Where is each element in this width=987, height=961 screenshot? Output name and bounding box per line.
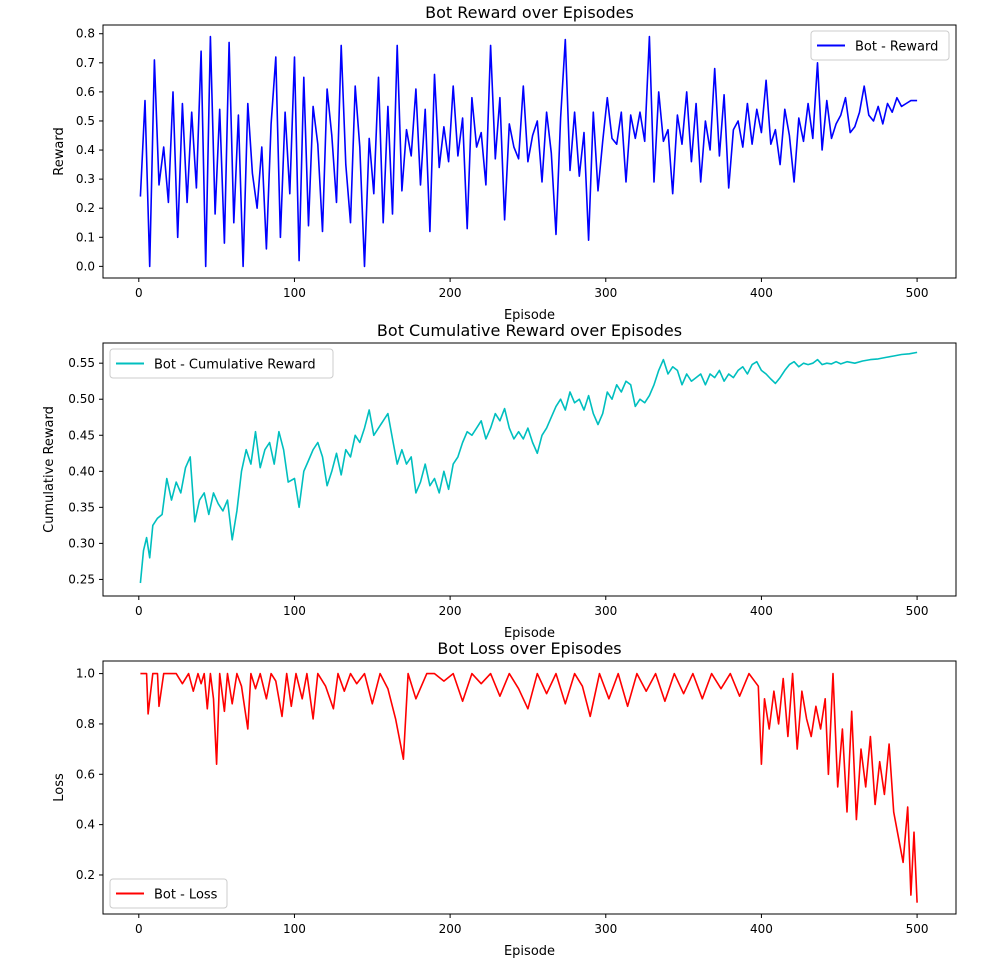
y-tick-label: 0.6	[76, 767, 95, 781]
x-tick-label: 0	[135, 922, 143, 936]
y-tick-label: 0.8	[76, 27, 95, 41]
y-tick-label: 0.30	[68, 536, 95, 550]
x-axis-label: Episode	[504, 308, 555, 323]
legend-box	[109, 348, 334, 379]
y-tick-label: 0.7	[76, 56, 95, 70]
y-tick-label: 0.35	[68, 500, 95, 514]
y-tick-label: 0.50	[68, 392, 95, 406]
x-tick-label: 100	[283, 922, 306, 936]
legend: Bot - Reward	[810, 30, 950, 61]
y-tick-label: 0.0	[76, 259, 95, 273]
chart-title: Bot Loss over Episodes	[437, 639, 621, 658]
axes-frame	[102, 24, 957, 279]
y-tick-label: 0.55	[68, 356, 95, 370]
y-axis-label: Cumulative Reward	[42, 406, 57, 533]
x-tick-label: 100	[283, 286, 306, 300]
x-tick-label: 500	[906, 604, 929, 618]
y-tick-label: 0.8	[76, 717, 95, 731]
series-line-0	[139, 351, 918, 584]
x-tick-label: 200	[439, 604, 462, 618]
series-line-0	[140, 672, 918, 903]
x-tick-label: 300	[594, 286, 617, 300]
x-axis-label: Episode	[504, 626, 555, 641]
x-tick-label: 100	[283, 604, 306, 618]
x-tick-label: 400	[750, 286, 773, 300]
reward-chart: Bot Reward over Episodes 0 100 200 300 400 500…	[52, 3, 957, 323]
x-tick-label: 0	[135, 604, 143, 618]
x-tick-label: 300	[594, 604, 617, 618]
loss-chart: Bot Loss over Episodes 0 100 200 300 400 500 0.…	[52, 639, 957, 959]
axes-frame	[102, 342, 957, 597]
y-tick-label: 0.5	[76, 114, 95, 128]
legend-label: Bot - Reward	[855, 40, 938, 55]
y-tick-label: 0.6	[76, 85, 95, 99]
x-tick-label: 500	[906, 286, 929, 300]
legend: Bot - Loss	[109, 878, 228, 909]
legend: Bot - Cumulative Reward	[109, 348, 334, 379]
y-axis-label: Loss	[52, 773, 67, 802]
y-tick-label: 0.4	[76, 143, 95, 157]
axes-frame	[102, 660, 957, 915]
y-tick-label: 0.45	[68, 428, 95, 442]
x-tick-label: 500	[906, 922, 929, 936]
y-tick-label: 0.40	[68, 464, 95, 478]
x-axis-label: Episode	[504, 944, 555, 959]
y-tick-label: 0.25	[68, 572, 95, 586]
x-tick-label: 300	[594, 922, 617, 936]
x-tick-label: 400	[750, 922, 773, 936]
legend-box	[810, 30, 950, 61]
x-tick-label: 0	[135, 286, 143, 300]
y-tick-label: 0.3	[76, 172, 95, 186]
y-axis-label: Reward	[52, 127, 67, 175]
legend-label: Bot - Cumulative Reward	[154, 358, 316, 373]
x-tick-label: 400	[750, 604, 773, 618]
y-tick-label: 0.1	[76, 230, 95, 244]
y-tick-label: 1.0	[76, 667, 95, 681]
series-line-0	[139, 35, 918, 268]
y-tick-label: 0.2	[76, 868, 95, 882]
cumulative-reward-chart: Bot Cumulative Reward over Episodes 0 100 2…	[42, 321, 957, 641]
y-tick-label: 0.4	[76, 818, 95, 832]
x-tick-label: 200	[439, 286, 462, 300]
chart-title: Bot Reward over Episodes	[425, 3, 634, 22]
legend-label: Bot - Loss	[154, 888, 218, 903]
x-tick-label: 200	[439, 922, 462, 936]
y-tick-label: 0.2	[76, 201, 95, 215]
chart-title: Bot Cumulative Reward over Episodes	[377, 321, 682, 340]
legend-box	[109, 878, 228, 909]
